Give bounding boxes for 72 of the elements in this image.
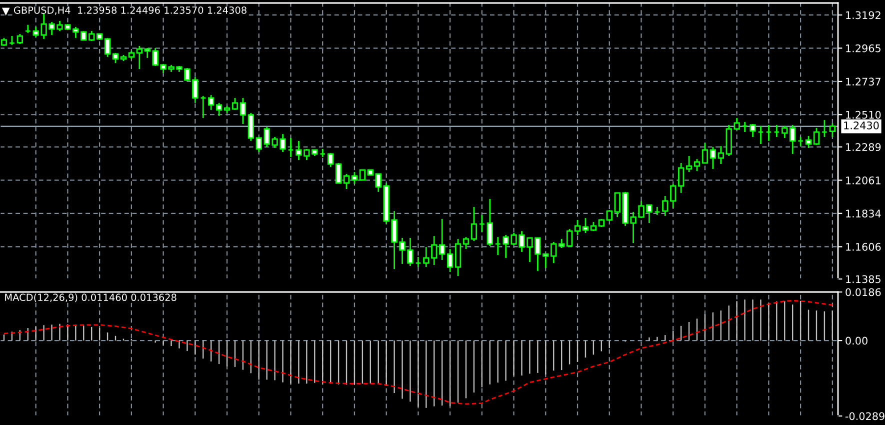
candlestick <box>694 158 700 172</box>
candlestick <box>742 121 748 133</box>
candlestick <box>813 127 820 146</box>
candlestick <box>790 124 796 155</box>
y-tick-label: -0.0289 <box>845 412 884 420</box>
candlestick <box>678 162 684 194</box>
candlestick <box>829 122 836 138</box>
candlestick <box>805 135 812 149</box>
candlestick <box>782 125 788 139</box>
candlestick <box>343 173 350 190</box>
candlestick <box>486 198 493 247</box>
candlestick <box>734 117 740 131</box>
candlestick <box>766 124 772 142</box>
candlestick <box>439 218 446 261</box>
y-tick-label: 0.0186 <box>846 288 881 296</box>
candlestick <box>446 248 454 273</box>
candlestick <box>88 30 95 42</box>
candlestick <box>710 146 716 170</box>
candlestick <box>566 228 573 248</box>
candlestick <box>774 124 780 138</box>
y-tick-label: 1.2510 <box>846 110 881 119</box>
candlestick <box>758 125 764 145</box>
candlestick <box>821 119 828 138</box>
candlestick <box>750 123 756 138</box>
candlestick <box>606 209 612 222</box>
candlestick <box>558 238 565 249</box>
candlestick <box>24 24 31 34</box>
y-tick-label: 1.1606 <box>846 242 881 251</box>
candlestick <box>351 171 358 185</box>
candlestick <box>670 183 676 209</box>
candlestick <box>462 236 470 250</box>
candlestick <box>136 45 142 70</box>
candlestick <box>216 102 222 117</box>
y-tick-label: 0.00 <box>846 336 868 345</box>
candlestick <box>208 94 214 111</box>
candlestick <box>686 155 692 173</box>
candlestick <box>470 206 478 242</box>
candlestick <box>248 112 254 142</box>
y-tick-label: 1.2737 <box>846 78 881 86</box>
candlestick <box>454 238 462 277</box>
y-tick-label: 1.2061 <box>846 176 880 184</box>
candlestick <box>112 52 119 64</box>
candlestick <box>718 145 724 165</box>
y-tick-label: 1.3192 <box>846 11 880 20</box>
candlestick <box>415 256 422 268</box>
candlestick <box>16 33 23 45</box>
y-tick-label: 1.1385 <box>846 275 880 284</box>
chart-title: MACD(12,26,9) 0.011460 0.013628 <box>5 294 176 302</box>
candlestick <box>797 136 804 147</box>
y-tick-label: 1.1834 <box>846 210 881 218</box>
candlestick <box>375 173 382 193</box>
candlestick <box>335 162 342 184</box>
candlestick <box>478 214 486 233</box>
candlestick <box>240 97 246 125</box>
candlestick <box>590 221 597 232</box>
candlestick <box>256 136 262 153</box>
ref-line-label: 1.2430 <box>844 121 879 130</box>
y-tick-label: 1.2289 <box>846 143 881 152</box>
candlestick <box>702 142 708 164</box>
candlestick <box>574 219 581 236</box>
candlestick <box>582 217 589 234</box>
candlestick <box>494 236 501 256</box>
candlestick <box>359 169 366 181</box>
candlestick <box>200 95 206 119</box>
candlestick <box>662 195 668 217</box>
y-tick-label: 1.2965 <box>846 44 880 52</box>
candlestick <box>104 37 111 58</box>
candlestick <box>327 152 334 168</box>
candlestick <box>232 97 238 111</box>
candlestick <box>288 137 294 158</box>
candlestick <box>550 241 557 264</box>
chart-title: GBPUSD,H4 1.23958 1.24496 1.23570 1.24308 <box>14 6 246 15</box>
